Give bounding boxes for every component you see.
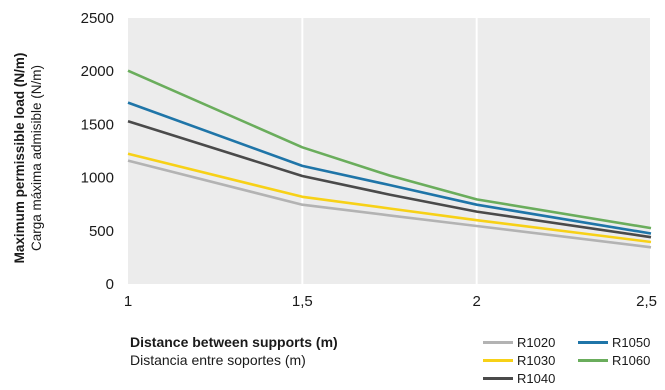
x-axis-label-en: Distance between supports (m) [130, 334, 338, 350]
legend-item-r1030: R1030 [483, 352, 555, 368]
y-tick-label: 2500 [81, 10, 114, 27]
legend-swatch [578, 340, 608, 344]
y-tick-label: 500 [89, 223, 114, 240]
series-line-r1030 [127, 152, 652, 244]
series-lines [127, 69, 652, 249]
plot-area [128, 18, 651, 284]
y-tick-label: 1500 [81, 116, 114, 133]
y-tick-label: 2000 [81, 63, 114, 80]
legend: R1020 R1030 R1040 R1050 R1060 [483, 334, 663, 388]
legend-label: R1050 [612, 334, 651, 350]
series-line-r1060 [127, 69, 652, 230]
y-axis-label-en: Maximum permissible load (N/m) [12, 53, 27, 264]
legend-item-r1020: R1020 [483, 334, 555, 350]
legend-swatch [483, 358, 513, 362]
legend-item-r1060: R1060 [578, 352, 650, 368]
legend-label: R1040 [517, 370, 556, 386]
grid [301, 18, 652, 284]
legend-item-r1050: R1050 [578, 334, 650, 350]
x-tick-label: 1 [124, 293, 132, 310]
legend-swatch [578, 358, 608, 362]
y-axis-label-es: Carga máxima admisible (N/m) [29, 65, 44, 251]
legend-label: R1060 [612, 352, 651, 368]
x-axis-label-es: Distancia entre soportes (m) [130, 352, 306, 368]
series-line-r1050 [127, 101, 652, 235]
series-line-r1040 [127, 119, 652, 239]
legend-label: R1020 [517, 334, 556, 350]
series-line-r1020 [127, 159, 652, 249]
x-tick-labels: 1 1,5 2 2,5 [124, 293, 657, 310]
y-tick-labels: 0 500 1000 1500 2000 2500 [81, 10, 114, 293]
x-tick-label: 2 [472, 293, 480, 310]
legend-label: R1030 [517, 352, 556, 368]
legend-swatch [483, 376, 513, 380]
x-tick-label: 1,5 [292, 293, 313, 310]
legend-item-r1040: R1040 [483, 370, 555, 386]
y-tick-label: 0 [106, 276, 114, 293]
chart: 0 500 1000 1500 2000 2500 1 1,5 2 2,5 Maximum pe… [12, 10, 657, 310]
x-tick-label: 2,5 [636, 293, 657, 310]
legend-swatch [483, 340, 513, 344]
y-tick-label: 1000 [81, 170, 114, 187]
